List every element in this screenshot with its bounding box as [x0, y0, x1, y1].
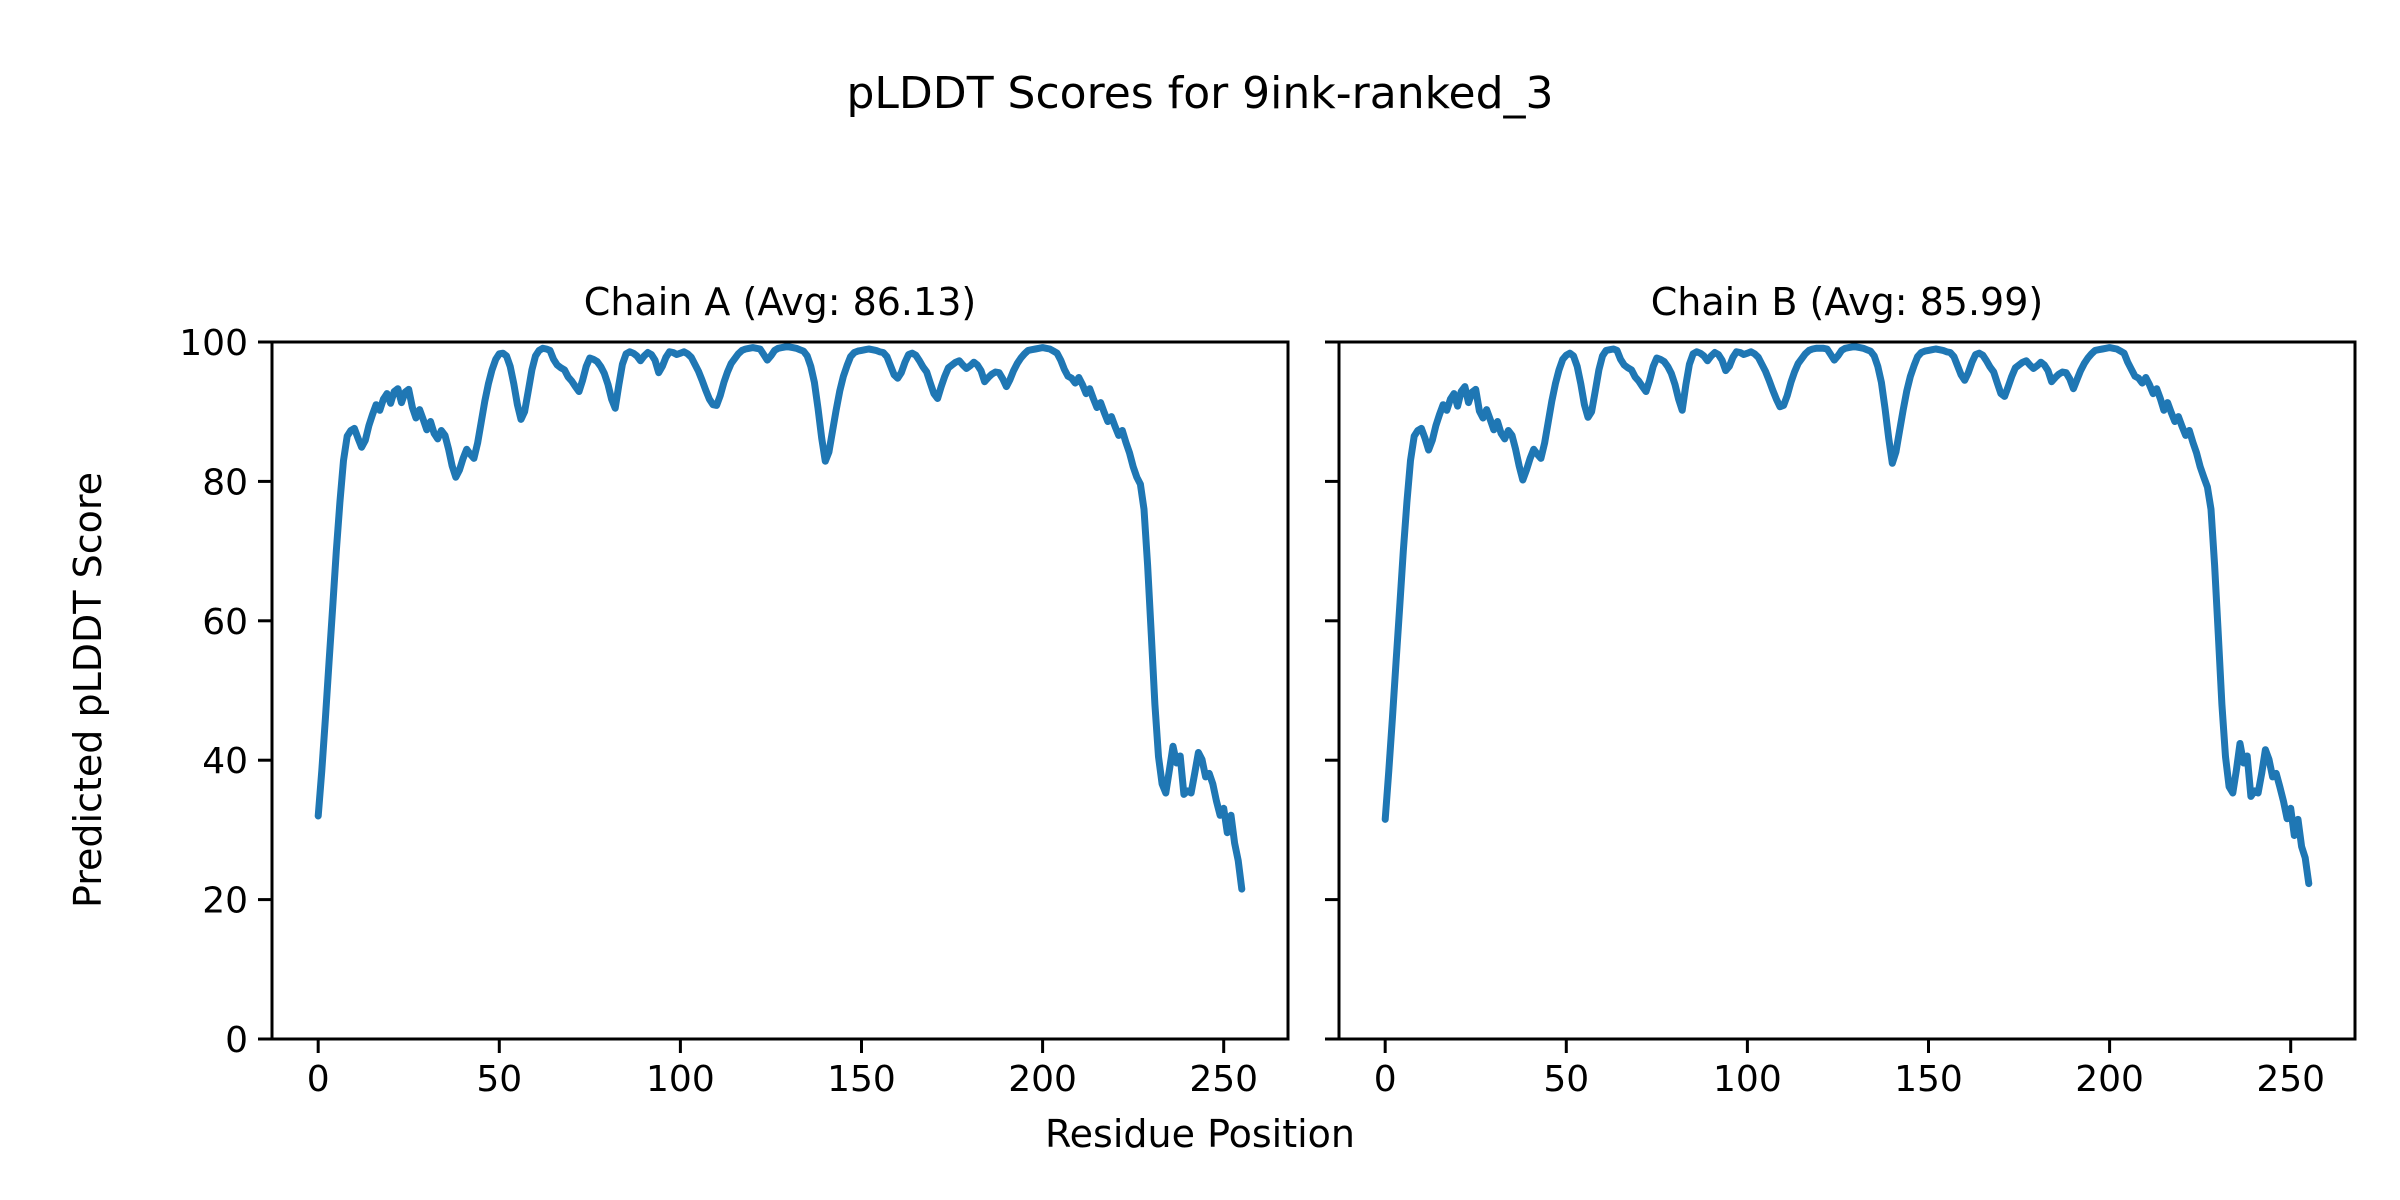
axes-spines	[1337, 340, 2357, 1041]
x-tick-label: 50	[1543, 1059, 1589, 1100]
x-tick-label: 150	[1894, 1059, 1963, 1100]
x-tick-label: 50	[476, 1059, 522, 1100]
plot-svg-0: 0 50 100 150 200 250 0 20 40 60 80 100	[179, 323, 1290, 1100]
y-tick-label: 80	[202, 462, 248, 503]
y-axis-label: Predicted pLDDT Score	[66, 472, 110, 908]
y-tick-label: 60	[202, 602, 248, 643]
x-tick-label: 250	[1189, 1059, 1258, 1100]
y-tick-label: 40	[202, 741, 248, 782]
x-tick-label: 200	[1008, 1059, 1077, 1100]
figure-title: pLDDT Scores for 9ink-ranked_3	[846, 68, 1554, 119]
axes-spines	[270, 340, 1290, 1041]
y-tick-label: 0	[225, 1020, 248, 1061]
x-tick-label: 250	[2256, 1059, 2325, 1100]
x-axis-label: Residue Position	[1044, 1112, 1356, 1156]
x-tick-label: 0	[1374, 1059, 1397, 1100]
x-tick-label: 150	[827, 1059, 896, 1100]
plddt-line-chain-a	[314, 343, 1246, 893]
subplot-chain-a: Chain A (Avg: 86.13) 0 50 100 150 200 250 0 20 4…	[179, 280, 1290, 1100]
x-tick-label: 100	[646, 1059, 715, 1100]
y-tick-label: 100	[179, 323, 248, 364]
x-tick-label: 200	[2075, 1059, 2144, 1100]
plddt-line-chain-b	[1381, 343, 2313, 888]
chain-a-title: Chain A (Avg: 86.13)	[583, 280, 977, 324]
plot-svg-1: 0 50 100 150 200 250	[1325, 340, 2357, 1100]
y-tick-label: 20	[202, 881, 248, 922]
chain-b-title: Chain B (Avg: 85.99)	[1650, 280, 2044, 324]
subplot-chain-b: Chain B (Avg: 85.99) 0 50 100 150 200 250	[1325, 280, 2357, 1100]
x-tick-label: 0	[307, 1059, 330, 1100]
x-tick-label: 100	[1713, 1059, 1782, 1100]
